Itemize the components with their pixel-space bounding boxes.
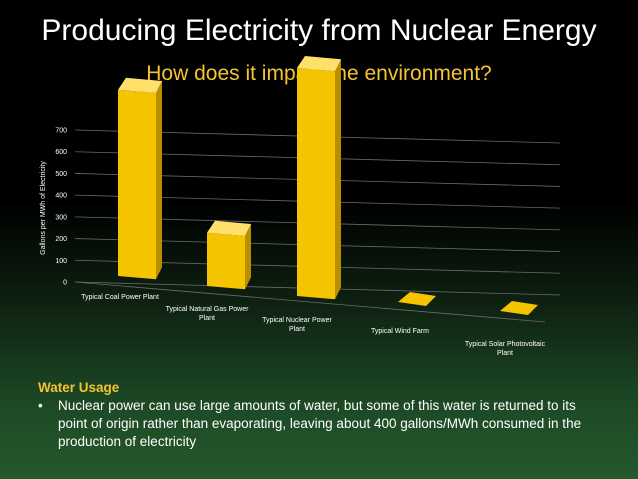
bar-front	[297, 68, 335, 300]
bar-5	[500, 301, 538, 315]
chart-floor	[74, 281, 546, 323]
bar-3	[297, 56, 341, 300]
bar-4	[398, 292, 436, 306]
chart-y-axis-label: Gallons per MWh of Electricity	[40, 161, 47, 255]
bar-top	[118, 77, 162, 94]
notes-heading: Water Usage	[38, 380, 120, 395]
bar-top	[207, 220, 251, 237]
bar-flat	[398, 292, 436, 306]
y-tick-label: 500	[55, 171, 67, 178]
category-label: Typical Wind Farm	[371, 328, 429, 335]
y-tick-label: 0	[63, 280, 67, 287]
bar-front	[118, 89, 156, 280]
y-tick-label: 200	[55, 236, 67, 243]
category-label: Typical Natural Gas Power Plant	[166, 306, 250, 322]
bar-side	[245, 224, 251, 290]
bar-flat	[500, 301, 538, 315]
y-tick-label: 600	[55, 149, 67, 156]
slide-title: Producing Electricity from Nuclear Energ…	[41, 14, 597, 47]
category-label: Typical Solar Photovoltaic Plant	[465, 341, 546, 357]
chart-y-ticks: 0 100 200 300 400 500 600 700	[55, 128, 67, 287]
water-usage-chart: 0 100 200 300 400 500 600 700 Typical Coal Powe…	[40, 56, 561, 357]
bar-1	[118, 77, 162, 280]
category-label: Typical Coal Power Plant	[81, 294, 159, 301]
bar-top	[297, 56, 341, 72]
chart-bars	[118, 56, 538, 315]
bar-2	[207, 220, 251, 290]
y-tick-label: 700	[55, 128, 67, 135]
notes-bullet: • Nuclear power can use large amounts of…	[38, 397, 608, 451]
bar-front	[207, 232, 245, 290]
bar-side	[335, 59, 341, 300]
bullet-icon: •	[38, 398, 43, 413]
notes-bullet-text: Nuclear power can use large amounts of w…	[58, 398, 582, 449]
y-tick-label: 300	[55, 214, 67, 221]
y-tick-label: 400	[55, 193, 67, 200]
bar-side	[156, 81, 162, 280]
chart-category-labels: Typical Coal Power Plant Typical Natural …	[81, 294, 545, 357]
category-label: Typical Nuclear Power Plant	[262, 317, 332, 333]
notes-section: Water Usage • Nuclear power can use larg…	[38, 379, 608, 451]
y-tick-label: 100	[55, 258, 67, 265]
